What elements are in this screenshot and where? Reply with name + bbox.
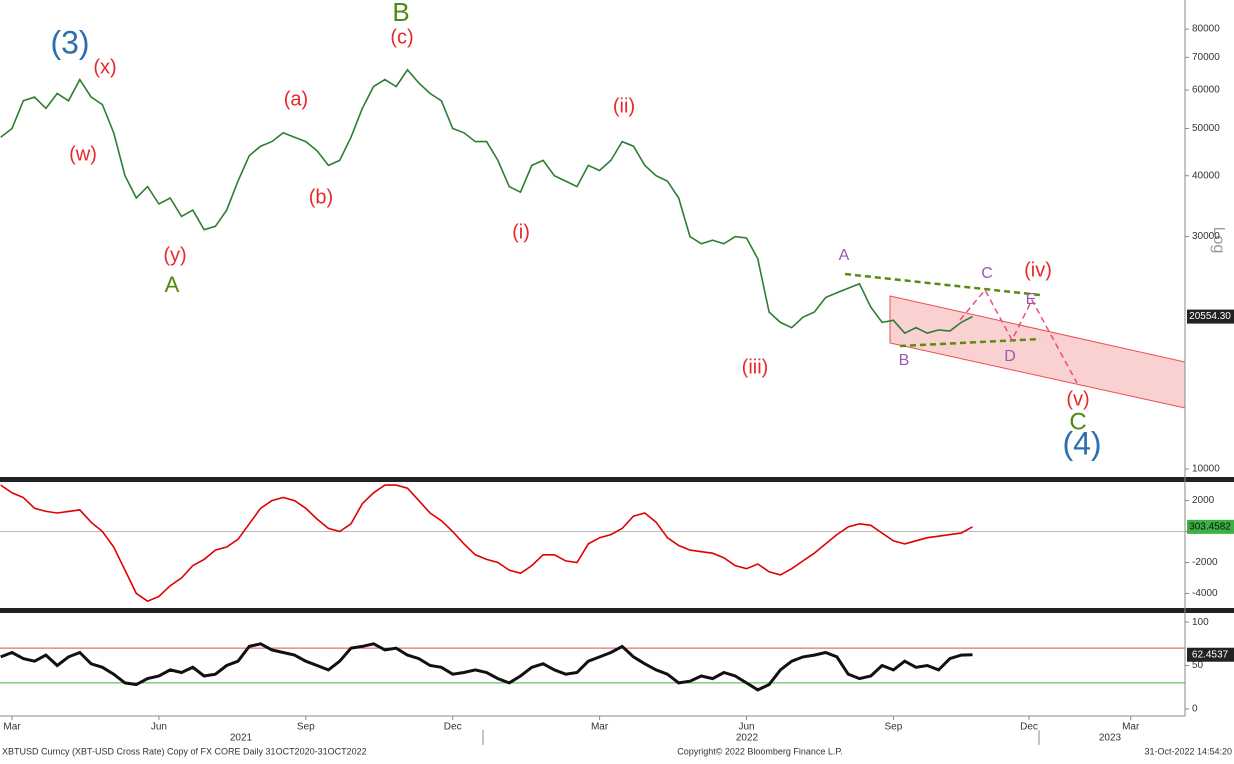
wave-label: C bbox=[1069, 408, 1086, 435]
wave-label: C bbox=[981, 265, 993, 282]
last-value-label: 303.4582 bbox=[1189, 521, 1231, 532]
x-tick-label: Dec bbox=[1020, 722, 1038, 733]
last-value-label: 20554.30 bbox=[1189, 311, 1231, 322]
footer-right: 31-Oct-2022 14:54:20 bbox=[1144, 746, 1232, 756]
wave-label: A bbox=[839, 247, 850, 264]
wave-label: (i) bbox=[512, 221, 530, 243]
year-label: 2023 bbox=[1099, 733, 1122, 744]
y-tick-label: 50 bbox=[1192, 660, 1204, 671]
last-value-box bbox=[1187, 519, 1234, 534]
wave-label: B bbox=[392, 0, 409, 27]
y-tick-label: 10000 bbox=[1192, 464, 1220, 475]
y-tick-label: 100 bbox=[1192, 617, 1209, 628]
wave-label: B bbox=[899, 352, 910, 369]
wave-label: (b) bbox=[309, 186, 333, 208]
x-tick-label: Mar bbox=[591, 722, 609, 733]
triangle-upper bbox=[844, 272, 1041, 297]
wave-label: (a) bbox=[284, 88, 308, 110]
wave-label: (iv) bbox=[1024, 259, 1052, 281]
wave-label: (x) bbox=[93, 56, 116, 78]
wave-label: (3) bbox=[50, 24, 89, 60]
y-tick-label: 70000 bbox=[1192, 52, 1220, 63]
y-tick-label: 80000 bbox=[1192, 24, 1220, 35]
panel-separator bbox=[0, 477, 1234, 482]
y-tick-label: -2000 bbox=[1192, 557, 1218, 568]
year-label: 2021 bbox=[230, 733, 253, 744]
projection-path bbox=[959, 288, 1078, 384]
y-tick-label: -4000 bbox=[1192, 588, 1218, 599]
year-label: 2022 bbox=[736, 733, 759, 744]
wave-label: (y) bbox=[163, 244, 186, 266]
x-tick-label: Mar bbox=[1122, 722, 1140, 733]
y-tick-label: 0 bbox=[1192, 704, 1198, 715]
x-tick-label: Sep bbox=[885, 722, 903, 733]
last-value-box bbox=[1187, 647, 1234, 662]
wave-label: (v) bbox=[1066, 388, 1089, 410]
wave-label: (iii) bbox=[742, 356, 769, 378]
scale-label: Log bbox=[1210, 227, 1227, 254]
x-tick-label: Mar bbox=[3, 722, 21, 733]
wave-label: E bbox=[1026, 291, 1037, 308]
last-value-label: 62.4537 bbox=[1192, 649, 1229, 660]
wave-label: D bbox=[1004, 348, 1016, 365]
wave-label: (4) bbox=[1062, 425, 1101, 461]
series-line bbox=[0, 642, 973, 692]
x-tick-label: Jun bbox=[738, 722, 754, 733]
footer-left: XBTUSD Curncy (XBT-USD Cross Rate) Copy … bbox=[2, 746, 367, 756]
triangle-lower bbox=[899, 337, 1041, 348]
last-value-box bbox=[1187, 309, 1234, 324]
y-tick-label: 50000 bbox=[1192, 123, 1220, 134]
wave-label: (ii) bbox=[613, 95, 635, 117]
footer-center: Copyright© 2022 Bloomberg Finance L.P. bbox=[677, 746, 843, 756]
y-tick-label: 60000 bbox=[1192, 85, 1220, 96]
wave-label: (c) bbox=[390, 26, 413, 48]
wave-label: A bbox=[165, 272, 180, 297]
wave-label: (w) bbox=[69, 143, 97, 165]
x-tick-label: Sep bbox=[297, 722, 315, 733]
series-line bbox=[0, 484, 973, 603]
y-tick-label: 30000 bbox=[1192, 231, 1220, 242]
x-tick-label: Dec bbox=[444, 722, 462, 733]
panel-separator bbox=[0, 608, 1234, 613]
series-line bbox=[0, 68, 973, 335]
y-tick-label: 40000 bbox=[1192, 170, 1220, 181]
y-tick-label: 2000 bbox=[1192, 495, 1215, 506]
x-tick-label: Jun bbox=[151, 722, 167, 733]
